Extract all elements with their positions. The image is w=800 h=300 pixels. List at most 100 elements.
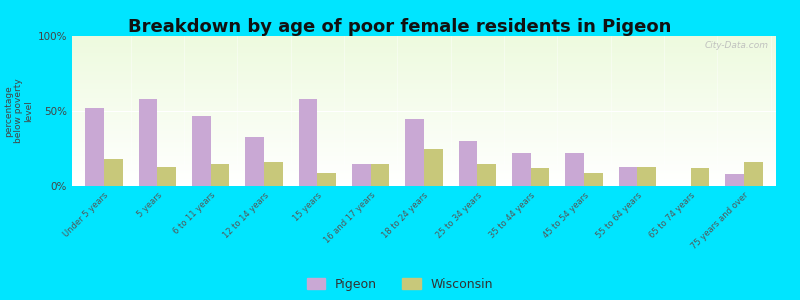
Bar bbox=[72, 79, 776, 80]
Bar bbox=[72, 39, 776, 40]
Bar bbox=[72, 85, 776, 86]
Bar bbox=[72, 175, 776, 176]
Bar bbox=[72, 131, 776, 132]
Bar bbox=[72, 55, 776, 56]
Bar bbox=[72, 85, 776, 86]
Bar bbox=[72, 59, 776, 60]
Bar bbox=[298, 99, 318, 186]
Bar bbox=[584, 172, 602, 186]
Bar bbox=[72, 162, 776, 163]
Bar bbox=[72, 128, 776, 129]
Bar bbox=[72, 77, 776, 78]
Bar bbox=[690, 168, 710, 186]
Bar bbox=[72, 137, 776, 138]
Bar bbox=[72, 105, 776, 106]
Bar bbox=[72, 106, 776, 107]
Bar bbox=[512, 153, 530, 186]
Bar bbox=[72, 121, 776, 122]
Bar bbox=[72, 97, 776, 98]
Y-axis label: percentage
below poverty
level: percentage below poverty level bbox=[4, 79, 34, 143]
Bar bbox=[72, 53, 776, 54]
Bar bbox=[72, 138, 776, 139]
Bar bbox=[72, 134, 776, 135]
Bar bbox=[72, 83, 776, 84]
Bar bbox=[72, 58, 776, 59]
Bar bbox=[72, 76, 776, 77]
Bar bbox=[72, 117, 776, 118]
Bar bbox=[72, 73, 776, 74]
Bar bbox=[72, 69, 776, 70]
Bar bbox=[72, 125, 776, 126]
Bar bbox=[72, 142, 776, 143]
Bar bbox=[72, 90, 776, 91]
Legend: Pigeon, Wisconsin: Pigeon, Wisconsin bbox=[306, 278, 494, 291]
Bar bbox=[72, 156, 776, 157]
Bar bbox=[72, 71, 776, 72]
Bar bbox=[72, 89, 776, 90]
Bar bbox=[72, 99, 776, 100]
Bar bbox=[72, 61, 776, 62]
Bar bbox=[86, 108, 104, 186]
Bar bbox=[72, 136, 776, 137]
Bar bbox=[72, 103, 776, 104]
Bar bbox=[72, 62, 776, 63]
Bar bbox=[158, 167, 176, 186]
Bar bbox=[264, 162, 282, 186]
Bar bbox=[72, 177, 776, 178]
Bar bbox=[72, 146, 776, 147]
Bar bbox=[72, 166, 776, 167]
Bar bbox=[72, 56, 776, 57]
Bar bbox=[72, 169, 776, 170]
Bar bbox=[72, 124, 776, 125]
Bar bbox=[72, 49, 776, 50]
Bar bbox=[72, 151, 776, 152]
Bar bbox=[72, 154, 776, 155]
Bar bbox=[72, 82, 776, 83]
Bar bbox=[72, 155, 776, 156]
Bar bbox=[72, 179, 776, 180]
Bar bbox=[72, 63, 776, 64]
Bar bbox=[72, 92, 776, 93]
Bar bbox=[72, 149, 776, 150]
Bar bbox=[72, 141, 776, 142]
Bar bbox=[72, 116, 776, 117]
Bar bbox=[72, 168, 776, 169]
Bar bbox=[72, 110, 776, 111]
Bar bbox=[72, 126, 776, 127]
Bar bbox=[72, 158, 776, 159]
Bar bbox=[72, 147, 776, 148]
Bar bbox=[72, 52, 776, 53]
Bar bbox=[246, 136, 264, 186]
Bar bbox=[72, 144, 776, 145]
Bar bbox=[72, 159, 776, 160]
Bar bbox=[72, 82, 776, 83]
Bar bbox=[72, 135, 776, 136]
Bar bbox=[726, 174, 744, 186]
Bar bbox=[72, 98, 776, 99]
Bar bbox=[72, 119, 776, 120]
Bar bbox=[72, 74, 776, 75]
Bar bbox=[72, 81, 776, 82]
Bar bbox=[72, 88, 776, 89]
Bar bbox=[72, 45, 776, 46]
Bar bbox=[72, 185, 776, 186]
Bar bbox=[72, 127, 776, 128]
Bar bbox=[72, 112, 776, 113]
Text: Breakdown by age of poor female residents in Pigeon: Breakdown by age of poor female resident… bbox=[128, 18, 672, 36]
Bar bbox=[72, 181, 776, 182]
Bar bbox=[104, 159, 122, 186]
Bar bbox=[72, 132, 776, 133]
Bar bbox=[72, 68, 776, 69]
Bar bbox=[72, 133, 776, 134]
Bar bbox=[72, 153, 776, 154]
Bar bbox=[72, 170, 776, 171]
Bar bbox=[72, 64, 776, 65]
Bar bbox=[566, 153, 584, 186]
Bar bbox=[72, 184, 776, 185]
Bar bbox=[72, 42, 776, 43]
Bar bbox=[72, 75, 776, 76]
Bar bbox=[138, 99, 158, 186]
Bar bbox=[72, 84, 776, 85]
Bar bbox=[72, 139, 776, 140]
Bar bbox=[72, 93, 776, 94]
